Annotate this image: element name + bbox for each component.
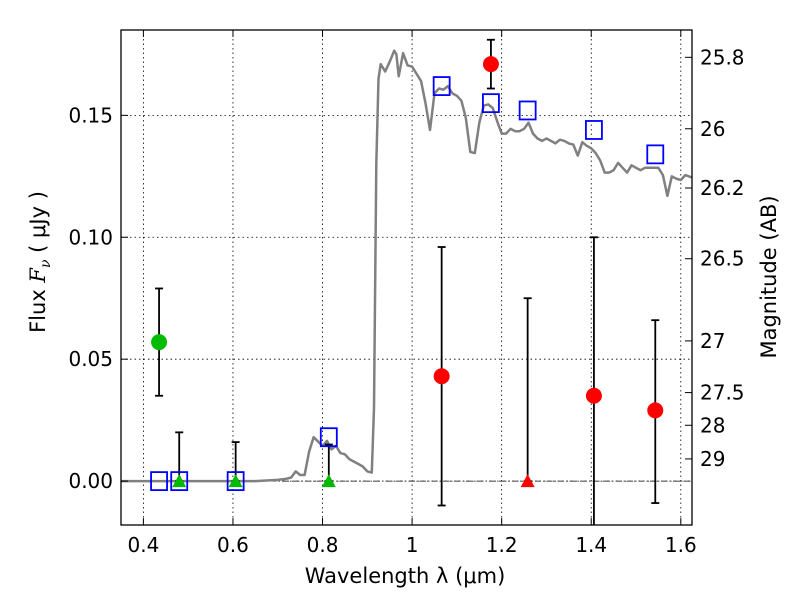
x-tick-label: 0.4 (127, 533, 159, 557)
magnitude-tick-label: 26.5 (700, 247, 745, 271)
x-tick-label: 1.4 (575, 533, 607, 557)
magnitude-tick-label: 26.2 (700, 176, 745, 200)
magnitude-tick-label: 26 (700, 117, 725, 141)
magnitude-tick-label: 27.5 (700, 381, 745, 405)
model-flux-square-marker (432, 76, 451, 96)
model-sed-layer (121, 49, 693, 483)
grid (121, 30, 692, 525)
x-tick-label: 1 (406, 533, 419, 557)
upper-limit-triangle-marker (520, 474, 535, 488)
x-tick-label: 1.6 (665, 533, 697, 557)
x-tick-label: 0.8 (307, 533, 339, 557)
plot-frame (120, 29, 693, 526)
magnitude-tick-label: 29 (700, 447, 725, 471)
y-tick-label: 0.10 (68, 225, 113, 249)
magnitude-tick-label: 25.8 (700, 45, 745, 69)
model-flux-square-marker (518, 100, 537, 121)
markers (150, 56, 665, 492)
x-tick-label: 0.6 (217, 533, 249, 557)
measured-flux-circle-marker (151, 334, 168, 351)
y-tick-label: 0.15 (68, 103, 113, 127)
model-flux-square-marker (170, 471, 189, 492)
model-flux-square-marker (482, 93, 500, 114)
upper-limit-triangle-marker (321, 474, 336, 488)
measured-flux-circle-marker (433, 368, 450, 385)
secondary-y-axis-label: Magnitude (AB) (757, 195, 781, 358)
ticks (121, 30, 692, 525)
measured-flux-circle-marker (647, 402, 664, 419)
upper-limit-triangle-marker (228, 474, 243, 488)
tick-labels: 0.4 0.6 0.8 1 1.2 1.4 1.6 0.00 0.05 0.10 0.15 25.8 2… (68, 45, 744, 557)
magnitude-tick-label: 28 (700, 413, 725, 437)
model-flux-square-marker (585, 120, 603, 140)
model-flux-square-marker (646, 144, 665, 165)
x-axis-label: Wavelength λ (μm) (305, 564, 506, 588)
y-tick-label: 0.05 (68, 347, 113, 371)
model-sed-line (121, 49, 693, 483)
y-tick-label: 0.00 (68, 469, 113, 493)
upper-limit-triangle-marker (172, 474, 187, 488)
measured-flux-circle-marker (585, 387, 602, 404)
model-flux-square-marker (319, 427, 338, 448)
model-flux-square-marker (150, 471, 168, 492)
measured-flux-circle-marker (482, 56, 499, 73)
model-flux-square-marker (226, 471, 245, 492)
x-tick-label: 1.2 (486, 533, 518, 557)
y-axis-label: Flux Fν ( μJy ) (26, 191, 54, 333)
magnitude-tick-label: 27 (700, 329, 725, 353)
